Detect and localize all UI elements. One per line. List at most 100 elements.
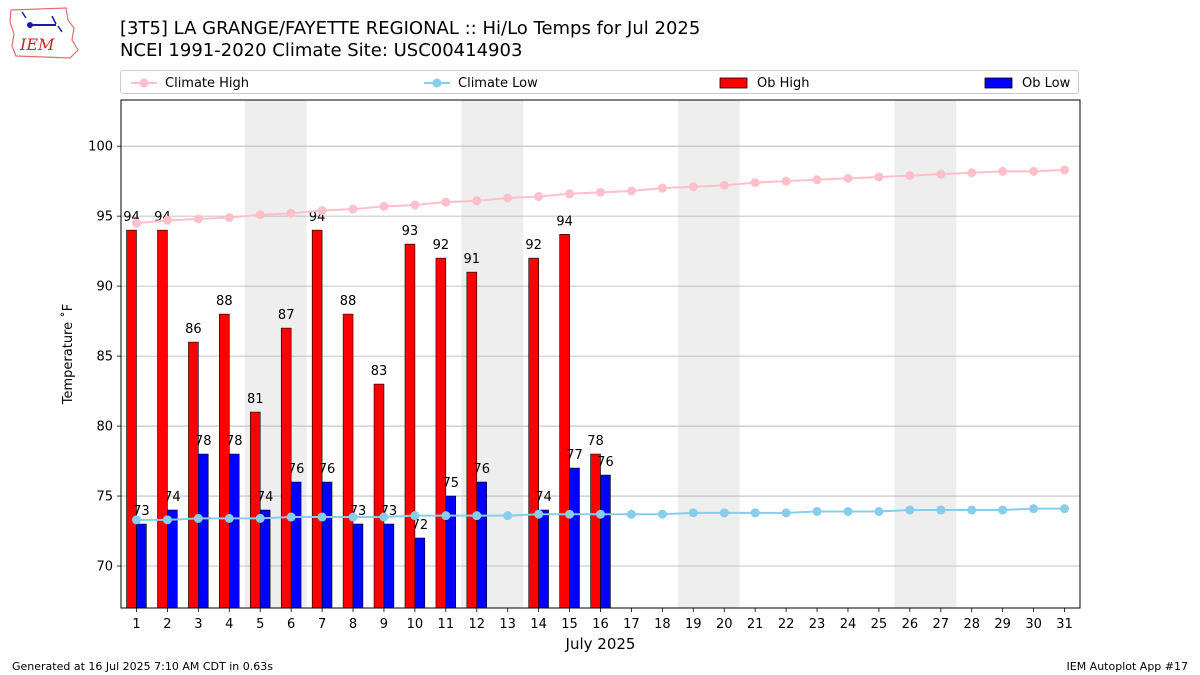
logo-text: IEM <box>19 35 55 54</box>
ob-high-bar-16 <box>590 453 601 609</box>
ytick-label-80: 80 <box>96 420 113 435</box>
climate-high-point-15 <box>565 189 575 199</box>
climate-low-point-12 <box>472 511 482 521</box>
ob-low-bar-14 <box>538 509 549 609</box>
climate-high-point-8 <box>348 204 358 214</box>
ob-high-label-12: 91 <box>464 252 481 267</box>
xtick-label-29: 29 <box>994 617 1011 632</box>
ytick-label-85: 85 <box>96 350 113 365</box>
legend-swatch-ob-low <box>984 77 1013 89</box>
chart-subtitle: NCEI 1991-2020 Climate Site: USC00414903 <box>120 40 523 61</box>
xtick-label-22: 22 <box>778 617 795 632</box>
ob-low-label-2: 74 <box>164 490 181 505</box>
legend-swatch-ob-high <box>719 77 748 89</box>
ob-high-bar-15 <box>559 234 570 609</box>
ob-low-bar-1 <box>136 523 147 609</box>
climate-high-point-3 <box>193 214 203 224</box>
ob-low-label-6: 76 <box>288 462 305 477</box>
climate-low-point-7 <box>317 512 327 522</box>
ob-high-label-9: 83 <box>371 364 388 379</box>
xtick-label-28: 28 <box>963 617 980 632</box>
ob-high-bar-4 <box>219 313 230 609</box>
climate-low-point-28 <box>967 505 977 515</box>
ob-high-bar-10 <box>404 243 416 609</box>
climate-high-point-9 <box>379 201 389 211</box>
ob-low-label-5: 74 <box>257 490 274 505</box>
xtick-label-30: 30 <box>1025 617 1042 632</box>
chart-title: [3T5] LA GRANGE/FAYETTE REGIONAL :: Hi/L… <box>120 18 701 39</box>
iem-logo: IEM <box>9 7 79 59</box>
climate-low-point-25 <box>874 506 884 516</box>
ob-low-label-14: 74 <box>535 490 552 505</box>
climate-high-point-18 <box>657 183 667 193</box>
ob-high-label-16: 78 <box>587 434 604 449</box>
ytick-label-70: 70 <box>96 560 113 575</box>
legend-swatch-climate-high <box>131 78 157 88</box>
climate-low-point-31 <box>1060 504 1070 514</box>
xtick-label-24: 24 <box>840 617 857 632</box>
ob-high-label-8: 88 <box>340 294 357 309</box>
xtick-label-15: 15 <box>561 617 578 632</box>
climate-high-point-22 <box>781 176 791 186</box>
climate-high-point-29 <box>998 166 1008 176</box>
y-axis-label: Temperature ˚F <box>60 304 76 405</box>
climate-low-point-21 <box>750 508 760 518</box>
xtick-label-17: 17 <box>623 617 640 632</box>
legend-label-climate-low: Climate Low <box>458 75 538 91</box>
ob-high-bar-8 <box>342 313 354 609</box>
ob-low-bar-4 <box>228 453 240 609</box>
climate-low-point-5 <box>255 513 265 523</box>
climate-high-point-20 <box>719 180 729 190</box>
weekend-shade-2 <box>677 100 740 608</box>
climate-low-point-15 <box>565 509 575 519</box>
legend: Climate High Climate Low Ob High Ob Low <box>120 70 1079 94</box>
xtick-label-25: 25 <box>871 617 888 632</box>
climate-low-point-24 <box>843 506 853 516</box>
legend-item-ob-low: Ob Low <box>984 74 1070 92</box>
climate-high-point-28 <box>967 168 977 178</box>
xtick-label-26: 26 <box>902 617 919 632</box>
climate-low-point-14 <box>534 509 544 519</box>
xtick-label-2: 2 <box>163 617 171 632</box>
xtick-label-20: 20 <box>716 617 733 632</box>
ob-high-label-3: 86 <box>185 322 202 337</box>
climate-low-point-18 <box>657 509 667 519</box>
xtick-label-5: 5 <box>256 617 264 632</box>
legend-label-climate-high: Climate High <box>165 75 250 91</box>
ob-low-bar-15 <box>569 467 580 609</box>
climate-low-point-23 <box>812 506 822 516</box>
ytick-label-90: 90 <box>96 280 113 295</box>
ob-low-bar-12 <box>476 481 487 609</box>
climate-high-point-21 <box>750 178 760 188</box>
climate-high-point-11 <box>441 197 451 207</box>
legend-swatch-climate-low <box>424 78 450 88</box>
legend-label-ob-high: Ob High <box>757 75 810 91</box>
ob-low-label-12: 76 <box>473 462 490 477</box>
ob-low-bar-7 <box>321 481 333 609</box>
ob-high-label-4: 88 <box>216 294 233 309</box>
xtick-label-7: 7 <box>318 617 326 632</box>
ob-high-bar-9 <box>373 383 385 609</box>
xtick-label-16: 16 <box>592 617 609 632</box>
ob-low-bar-8 <box>352 523 364 609</box>
climate-high-point-24 <box>843 173 853 183</box>
ob-low-label-16: 76 <box>597 455 614 470</box>
climate-low-point-22 <box>781 508 791 518</box>
xtick-label-31: 31 <box>1056 617 1073 632</box>
legend-item-ob-high: Ob High <box>719 74 810 92</box>
climate-low-point-9 <box>379 512 389 522</box>
climate-low-point-3 <box>193 513 203 523</box>
climate-high-point-5 <box>255 210 265 220</box>
xtick-label-1: 1 <box>132 617 140 632</box>
ob-low-label-11: 75 <box>442 476 459 491</box>
climate-high-point-23 <box>812 175 822 185</box>
climate-high-point-10 <box>410 200 420 210</box>
climate-high-point-1 <box>131 218 141 228</box>
ob-low-bar-2 <box>167 509 178 609</box>
ob-high-bar-3 <box>188 341 199 609</box>
xtick-label-6: 6 <box>287 617 295 632</box>
climate-low-point-20 <box>719 508 729 518</box>
ob-high-bar-11 <box>435 257 447 609</box>
legend-item-climate-low: Climate Low <box>424 74 538 92</box>
